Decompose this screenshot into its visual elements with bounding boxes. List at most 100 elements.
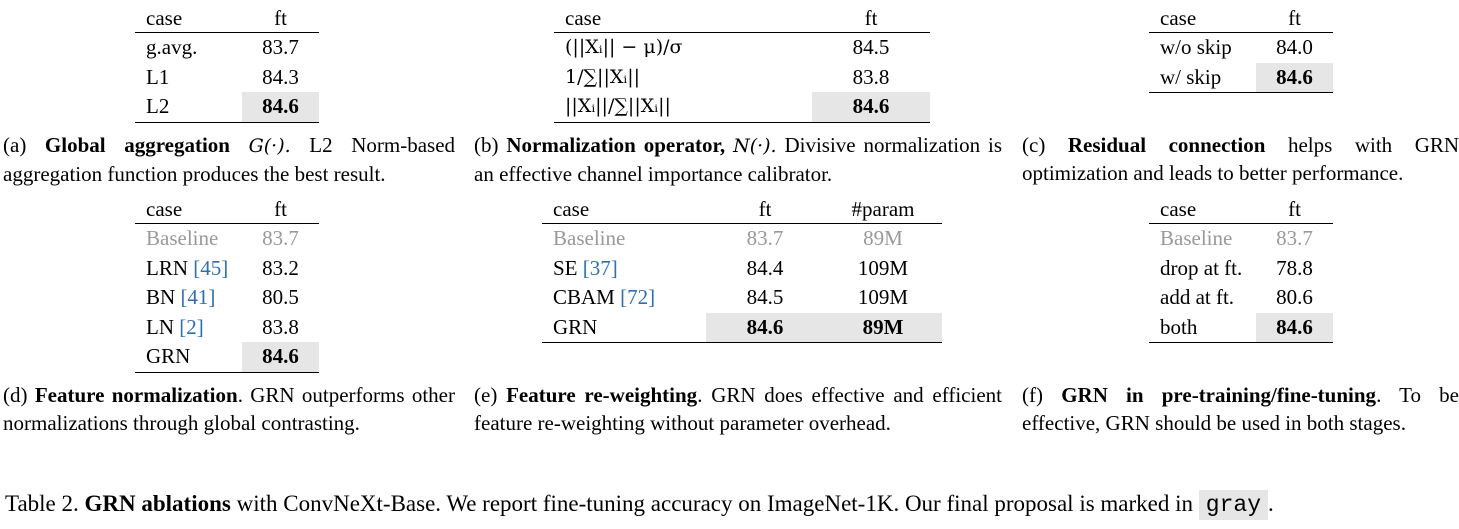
header-case: case [553,197,590,221]
header-ft: ft [1288,6,1301,30]
table-row: LRN [45] 83.2 [135,254,319,284]
row-case: Baseline [553,226,626,250]
caption-text: . To be effective, GRN should be used in… [1022,383,1459,435]
table-header: case ft [135,4,319,33]
caption-label: (f) [1022,383,1043,407]
row-case: ||Xᵢ||/∑||Xᵢ|| [565,95,671,117]
table-c: case ft w/o skip 84.0 w/ skip 84.6 [1149,4,1333,93]
header-case: case [565,6,602,30]
caption-text: L2 Norm-based aggregation function produ… [3,133,456,186]
row-ft-highlight: 84.6 [1256,312,1333,343]
row-ft-highlight: 84.6 [242,342,319,372]
caption-d: (d) Feature normalization. GRN outperfor… [3,381,455,437]
caption-label: (c) [1022,133,1046,157]
table-row: both 84.6 [1149,312,1333,343]
caption-f: (f) GRN in pre-training/fine-tuning. To … [1022,381,1459,437]
row-ft: 84.3 [262,64,299,89]
header-case: case [146,197,183,221]
row-param-highlight: 89M [824,312,942,343]
row-case: drop at ft. [1160,255,1243,280]
row-param: 89M [863,226,903,250]
citation-link[interactable]: [72] [620,285,656,309]
table-row: SE [37] 84.4 109M [542,254,942,284]
row-case: Baseline [146,226,219,250]
citation-link[interactable]: [37] [582,255,618,280]
caption-label: (b) [474,133,499,157]
caption-c: (c) Residual connection helps with GRN o… [1022,131,1459,187]
table-header: case ft [135,195,319,224]
header-ft: ft [758,197,772,221]
table-row: GRN 84.6 89M [542,312,942,343]
table-row: g.avg. 83.7 [135,32,319,63]
row-case-label: BN [146,285,176,309]
row-case-label: SE [553,255,578,280]
row-param: 109M [857,285,909,309]
row-case: 1/∑||Xᵢ|| [565,65,641,88]
row-case: LRN [45] [135,254,242,284]
row-case: L1 [146,64,170,89]
header-ft: ft [864,6,878,30]
caption-bold: GRN ablations [84,491,231,516]
row-ft: 83.7 [746,226,784,250]
citation-link[interactable]: [45] [193,255,229,280]
header-case: case [146,6,183,30]
caption-text: . GRN outperforms other normalizations t… [3,383,455,435]
table-row: ||Xᵢ||/∑||Xᵢ|| 84.6 [554,92,930,122]
header-ft: ft [274,6,287,30]
row-ft: 84.5 [852,35,890,59]
row-param: 109M [857,255,909,280]
row-ft: 80.5 [262,285,299,309]
row-case: BN [41] [135,283,242,313]
caption-a: (a) Global aggregation G(·). L2 Norm-bas… [3,131,455,188]
gray-marker: gray [1198,490,1268,520]
row-case: CBAM [72] [542,283,706,313]
row-case: w/o skip [1160,35,1232,59]
table-row: LN [2] 83.8 [135,313,319,343]
caption-label: (a) [3,133,27,157]
row-case: L2 [146,94,170,118]
table-header: case ft [1149,195,1333,224]
table-f: case ft Baseline 83.7 drop at ft. 78.8 a… [1149,195,1333,343]
row-ft: 84.0 [1276,35,1313,59]
table-b: case ft (||Xᵢ|| − μ)/σ 84.5 1/∑||Xᵢ|| 83… [554,4,930,123]
row-case: (||Xᵢ|| − μ)/σ [565,36,683,58]
table-row: L2 84.6 [135,92,319,122]
table-row-baseline: Baseline 83.7 [135,223,319,254]
row-case: g.avg. [146,35,198,59]
table-row: L1 84.3 [135,63,319,93]
caption-label: (d) [3,383,28,407]
caption-label: (e) [474,383,498,407]
table-row-baseline: Baseline 83.7 89M [542,223,942,254]
caption-bold: Feature normalization [34,383,238,407]
table-e: case ft #param Baseline 83.7 89M SE [37]… [542,195,942,343]
row-case: w/ skip [1160,64,1222,89]
row-ft: 84.5 [746,285,784,309]
row-ft: 83.7 [1276,226,1313,250]
row-ft: 78.8 [1276,255,1313,280]
row-ft: 84.4 [746,255,784,280]
table-row: (||Xᵢ|| − μ)/σ 84.5 [554,32,930,63]
table-row: CBAM [72] 84.5 109M [542,283,942,313]
row-case-label: LRN [146,255,188,280]
caption-math: N(·). [733,135,777,157]
caption-text: with ConvNeXt-Base. We report fine-tunin… [236,491,1194,516]
table-d: case ft Baseline 83.7 LRN [45] 83.2 BN [… [135,195,319,373]
caption-e: (e) Feature re-weighting. GRN does effec… [474,381,1002,437]
row-case: add at ft. [1160,285,1235,309]
table-row: BN [41] 80.5 [135,283,319,313]
row-ft: 83.8 [852,64,890,89]
header-param: #param [851,197,915,221]
row-case: GRN [553,314,598,339]
caption-text: . GRN does effective and efficient featu… [474,383,1002,435]
table-header: case ft #param [542,195,942,224]
row-ft-highlight: 84.6 [706,312,824,343]
caption-bold: Normalization operator, [506,133,726,157]
citation-link[interactable]: [41] [180,285,216,309]
row-case: Baseline [1160,226,1233,250]
citation-link[interactable]: [2] [179,314,204,339]
table-header: case ft [554,4,930,33]
table-row: add at ft. 80.6 [1149,283,1333,313]
table-row: w/ skip 84.6 [1149,62,1333,93]
table-caption: Table 2. GRN ablations with ConvNeXt-Bas… [5,490,1274,520]
row-case: SE [37] [542,254,706,284]
